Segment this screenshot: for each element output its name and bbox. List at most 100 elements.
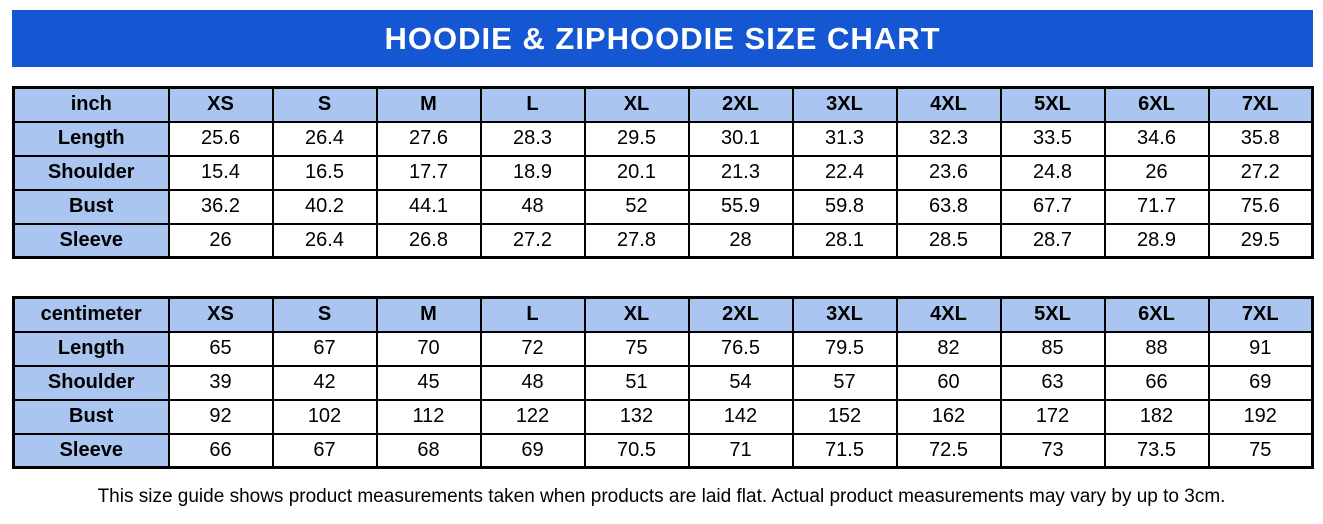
value-cell: 172: [999, 398, 1106, 435]
value-cell: 45: [375, 364, 482, 401]
value-cell: 70: [375, 330, 482, 367]
size-header-cell: XL: [583, 86, 690, 123]
value-cell: 69: [479, 432, 586, 469]
value-cell: 27.6: [375, 120, 482, 157]
size-header-cell: 4XL: [895, 296, 1002, 333]
value-cell: 88: [1103, 330, 1210, 367]
unit-header-cell: inch: [12, 86, 170, 123]
value-cell: 34.6: [1103, 120, 1210, 157]
value-cell: 66: [1103, 364, 1210, 401]
value-cell: 26.8: [375, 222, 482, 259]
value-cell: 54: [687, 364, 794, 401]
value-cell: 102: [271, 398, 378, 435]
value-cell: 68: [375, 432, 482, 469]
value-cell: 75: [583, 330, 690, 367]
value-cell: 57: [791, 364, 898, 401]
value-cell: 67.7: [999, 188, 1106, 225]
value-cell: 63: [999, 364, 1106, 401]
row-label-cell: Shoulder: [12, 364, 170, 401]
value-cell: 40.2: [271, 188, 378, 225]
value-cell: 66: [167, 432, 274, 469]
row-label-cell: Length: [12, 330, 170, 367]
value-cell: 71.5: [791, 432, 898, 469]
size-header-cell: 5XL: [999, 296, 1106, 333]
value-cell: 29.5: [583, 120, 690, 157]
value-cell: 52: [583, 188, 690, 225]
title-banner: HOODIE & ZIPHOODIE SIZE CHART: [12, 10, 1313, 67]
value-cell: 51: [583, 364, 690, 401]
measurement-row: Bust 92 102 112 122 132 142 152 162 172 182 192: [12, 398, 1314, 435]
value-cell: 26: [167, 222, 274, 259]
page-title: HOODIE & ZIPHOODIE SIZE CHART: [384, 20, 941, 56]
value-cell: 67: [271, 432, 378, 469]
value-cell: 36.2: [167, 188, 274, 225]
value-cell: 28.5: [895, 222, 1002, 259]
value-cell: 76.5: [687, 330, 794, 367]
value-cell: 17.7: [375, 154, 482, 191]
value-cell: 27.2: [479, 222, 586, 259]
size-header-cell: XS: [167, 296, 274, 333]
value-cell: 24.8: [999, 154, 1106, 191]
value-cell: 22.4: [791, 154, 898, 191]
value-cell: 70.5: [583, 432, 690, 469]
value-cell: 27.2: [1207, 154, 1314, 191]
size-header-cell: 6XL: [1103, 86, 1210, 123]
header-row: inch XS S M L XL 2XL 3XL 4XL 5XL 6XL 7XL: [12, 86, 1314, 123]
value-cell: 28: [687, 222, 794, 259]
value-cell: 73: [999, 432, 1106, 469]
row-label-cell: Bust: [12, 398, 170, 435]
value-cell: 85: [999, 330, 1106, 367]
value-cell: 21.3: [687, 154, 794, 191]
size-header-cell: 5XL: [999, 86, 1106, 123]
value-cell: 42: [271, 364, 378, 401]
header-row: centimeter XS S M L XL 2XL 3XL 4XL 5XL 6XL 7XL: [12, 296, 1314, 333]
measurement-row: Length 65 67 70 72 75 76.5 79.5 82 85 88 91: [12, 330, 1314, 367]
value-cell: 82: [895, 330, 1002, 367]
value-cell: 71.7: [1103, 188, 1210, 225]
value-cell: 31.3: [791, 120, 898, 157]
value-cell: 26.4: [271, 222, 378, 259]
value-cell: 72.5: [895, 432, 1002, 469]
value-cell: 71: [687, 432, 794, 469]
value-cell: 28.9: [1103, 222, 1210, 259]
value-cell: 32.3: [895, 120, 1002, 157]
value-cell: 35.8: [1207, 120, 1314, 157]
row-label-cell: Sleeve: [12, 432, 170, 469]
size-header-cell: L: [479, 86, 586, 123]
footnote-text: This size guide shows product measuremen…: [97, 486, 1226, 507]
size-header-cell: S: [271, 86, 378, 123]
measurement-row: Length 25.6 26.4 27.6 28.3 29.5 30.1 31.3 32.3 33…: [12, 120, 1314, 157]
value-cell: 142: [687, 398, 794, 435]
measurement-row: Sleeve 66 67 68 69 70.5 71 71.5 72.5 73 73.5 75: [12, 432, 1314, 469]
centimeter-size-table: centimeter XS S M L XL 2XL 3XL 4XL 5XL 6XL 7XL Lengt…: [12, 296, 1314, 469]
row-label-cell: Shoulder: [12, 154, 170, 191]
value-cell: 72: [479, 330, 586, 367]
measurement-row: Shoulder 39 42 45 48 51 54 57 60 63 66 69: [12, 364, 1314, 401]
size-header-cell: 7XL: [1207, 296, 1314, 333]
row-label-cell: Sleeve: [12, 222, 170, 259]
size-header-cell: S: [271, 296, 378, 333]
value-cell: 20.1: [583, 154, 690, 191]
value-cell: 39: [167, 364, 274, 401]
value-cell: 112: [375, 398, 482, 435]
value-cell: 192: [1207, 398, 1314, 435]
value-cell: 23.6: [895, 154, 1002, 191]
value-cell: 28.1: [791, 222, 898, 259]
row-label-cell: Length: [12, 120, 170, 157]
row-label-cell: Bust: [12, 188, 170, 225]
value-cell: 69: [1207, 364, 1314, 401]
value-cell: 75.6: [1207, 188, 1314, 225]
size-header-cell: 3XL: [791, 296, 898, 333]
value-cell: 18.9: [479, 154, 586, 191]
unit-header-cell: centimeter: [12, 296, 170, 333]
value-cell: 33.5: [999, 120, 1106, 157]
value-cell: 79.5: [791, 330, 898, 367]
size-header-cell: 7XL: [1207, 86, 1314, 123]
size-header-cell: 3XL: [791, 86, 898, 123]
value-cell: 182: [1103, 398, 1210, 435]
size-header-cell: L: [479, 296, 586, 333]
value-cell: 28.3: [479, 120, 586, 157]
measurement-row: Shoulder 15.4 16.5 17.7 18.9 20.1 21.3 22.4 23.6…: [12, 154, 1314, 191]
value-cell: 67: [271, 330, 378, 367]
